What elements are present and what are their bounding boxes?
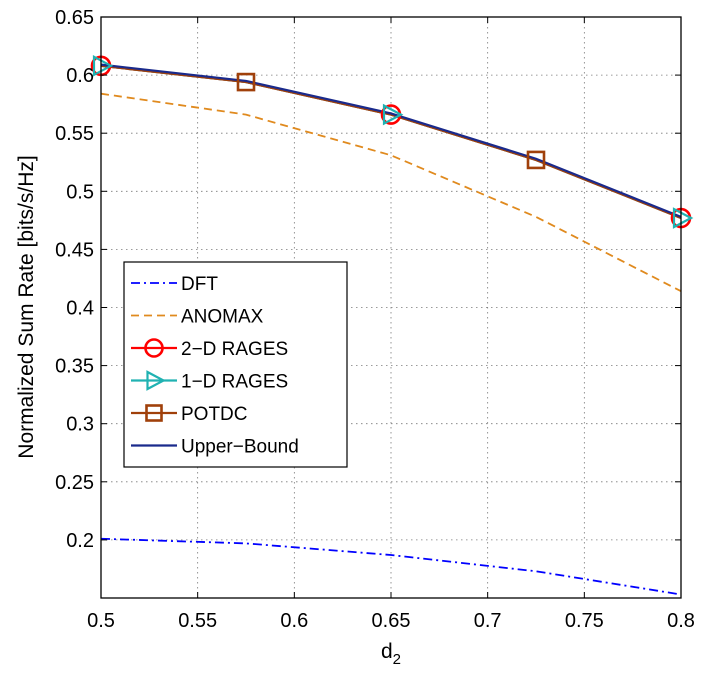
x-axis-label-subscript: 2 [393, 651, 401, 668]
series-line-dft [100, 537, 682, 596]
marker-1-d-rages [92, 54, 114, 77]
y-tick-label: 0.65 [55, 7, 94, 29]
legend-entry-upper-bound: Upper−Bound [131, 437, 299, 458]
y-axis-label: Normalized Sum Rate [bits/s/Hz] [15, 155, 38, 458]
axis-ticks [100, 16, 682, 598]
y-tick-label: 0.2 [66, 530, 94, 552]
legend-label: ANOMAX [181, 307, 264, 328]
x-axis-label: d2 [381, 640, 401, 668]
y-tick-label: 0.25 [55, 472, 94, 494]
x-tick-label: 0.75 [565, 610, 604, 632]
y-tick-label: 0.45 [55, 239, 94, 261]
series-markers [90, 54, 694, 229]
legend-entry-2-d-rages: 2−D RAGES [131, 338, 288, 360]
y-tick-label: 0.5 [66, 181, 94, 203]
x-tick-label: 0.7 [474, 610, 502, 632]
legend: DFT ANOMAX 2−D RAGES 1−D RAGES POTDC Upper−Bo… [123, 261, 348, 468]
series-line-anomax [100, 92, 682, 293]
y-tick-label: 0.35 [55, 356, 94, 378]
legend-label: Upper−Bound [181, 437, 299, 458]
x-tick-label: 0.5 [87, 610, 115, 632]
legend-entry-anomax: ANOMAX [131, 307, 264, 328]
marker-potdc [236, 72, 256, 92]
series-lines [100, 63, 682, 596]
legend-marker [144, 338, 164, 358]
x-tick-label: 0.8 [667, 610, 695, 632]
legend-box [123, 261, 348, 468]
legend-label: 2−D RAGES [181, 339, 288, 360]
y-tick-label: 0.55 [55, 123, 94, 145]
legend-entry-potdc: POTDC [131, 404, 248, 425]
marker-1-d-rages [382, 103, 404, 126]
legend-entry-dft: DFT [131, 274, 218, 295]
marker-potdc [526, 150, 546, 170]
series-line-upper-bound [100, 63, 682, 218]
x-tick-label: 0.55 [178, 610, 217, 632]
x-tick-label: 0.65 [372, 610, 411, 632]
legend-marker [145, 404, 163, 422]
x-tick-labels: 0.5 0.55 0.6 0.65 0.7 0.75 0.8 [87, 610, 695, 632]
legend-entry-1-d-rages: 1−D RAGES [131, 370, 288, 393]
marker-1-d-rages [672, 207, 694, 229]
series-line-1-d-rages [100, 64, 682, 220]
legend-marker [146, 370, 166, 391]
legend-label: 1−D RAGES [181, 372, 288, 393]
y-tick-labels: 0.2 0.25 0.3 0.35 0.4 0.45 0.5 0.55 0.6 0.65 [55, 7, 94, 552]
y-tick-label: 0.6 [66, 65, 94, 87]
series-line-2-d-rages [100, 64, 682, 220]
legend-label: DFT [181, 274, 218, 295]
y-tick-label: 0.4 [66, 298, 94, 320]
legend-label: POTDC [181, 404, 248, 425]
y-tick-label: 0.3 [66, 414, 94, 436]
x-tick-label: 0.6 [280, 610, 308, 632]
series-line-potdc [100, 64, 682, 220]
